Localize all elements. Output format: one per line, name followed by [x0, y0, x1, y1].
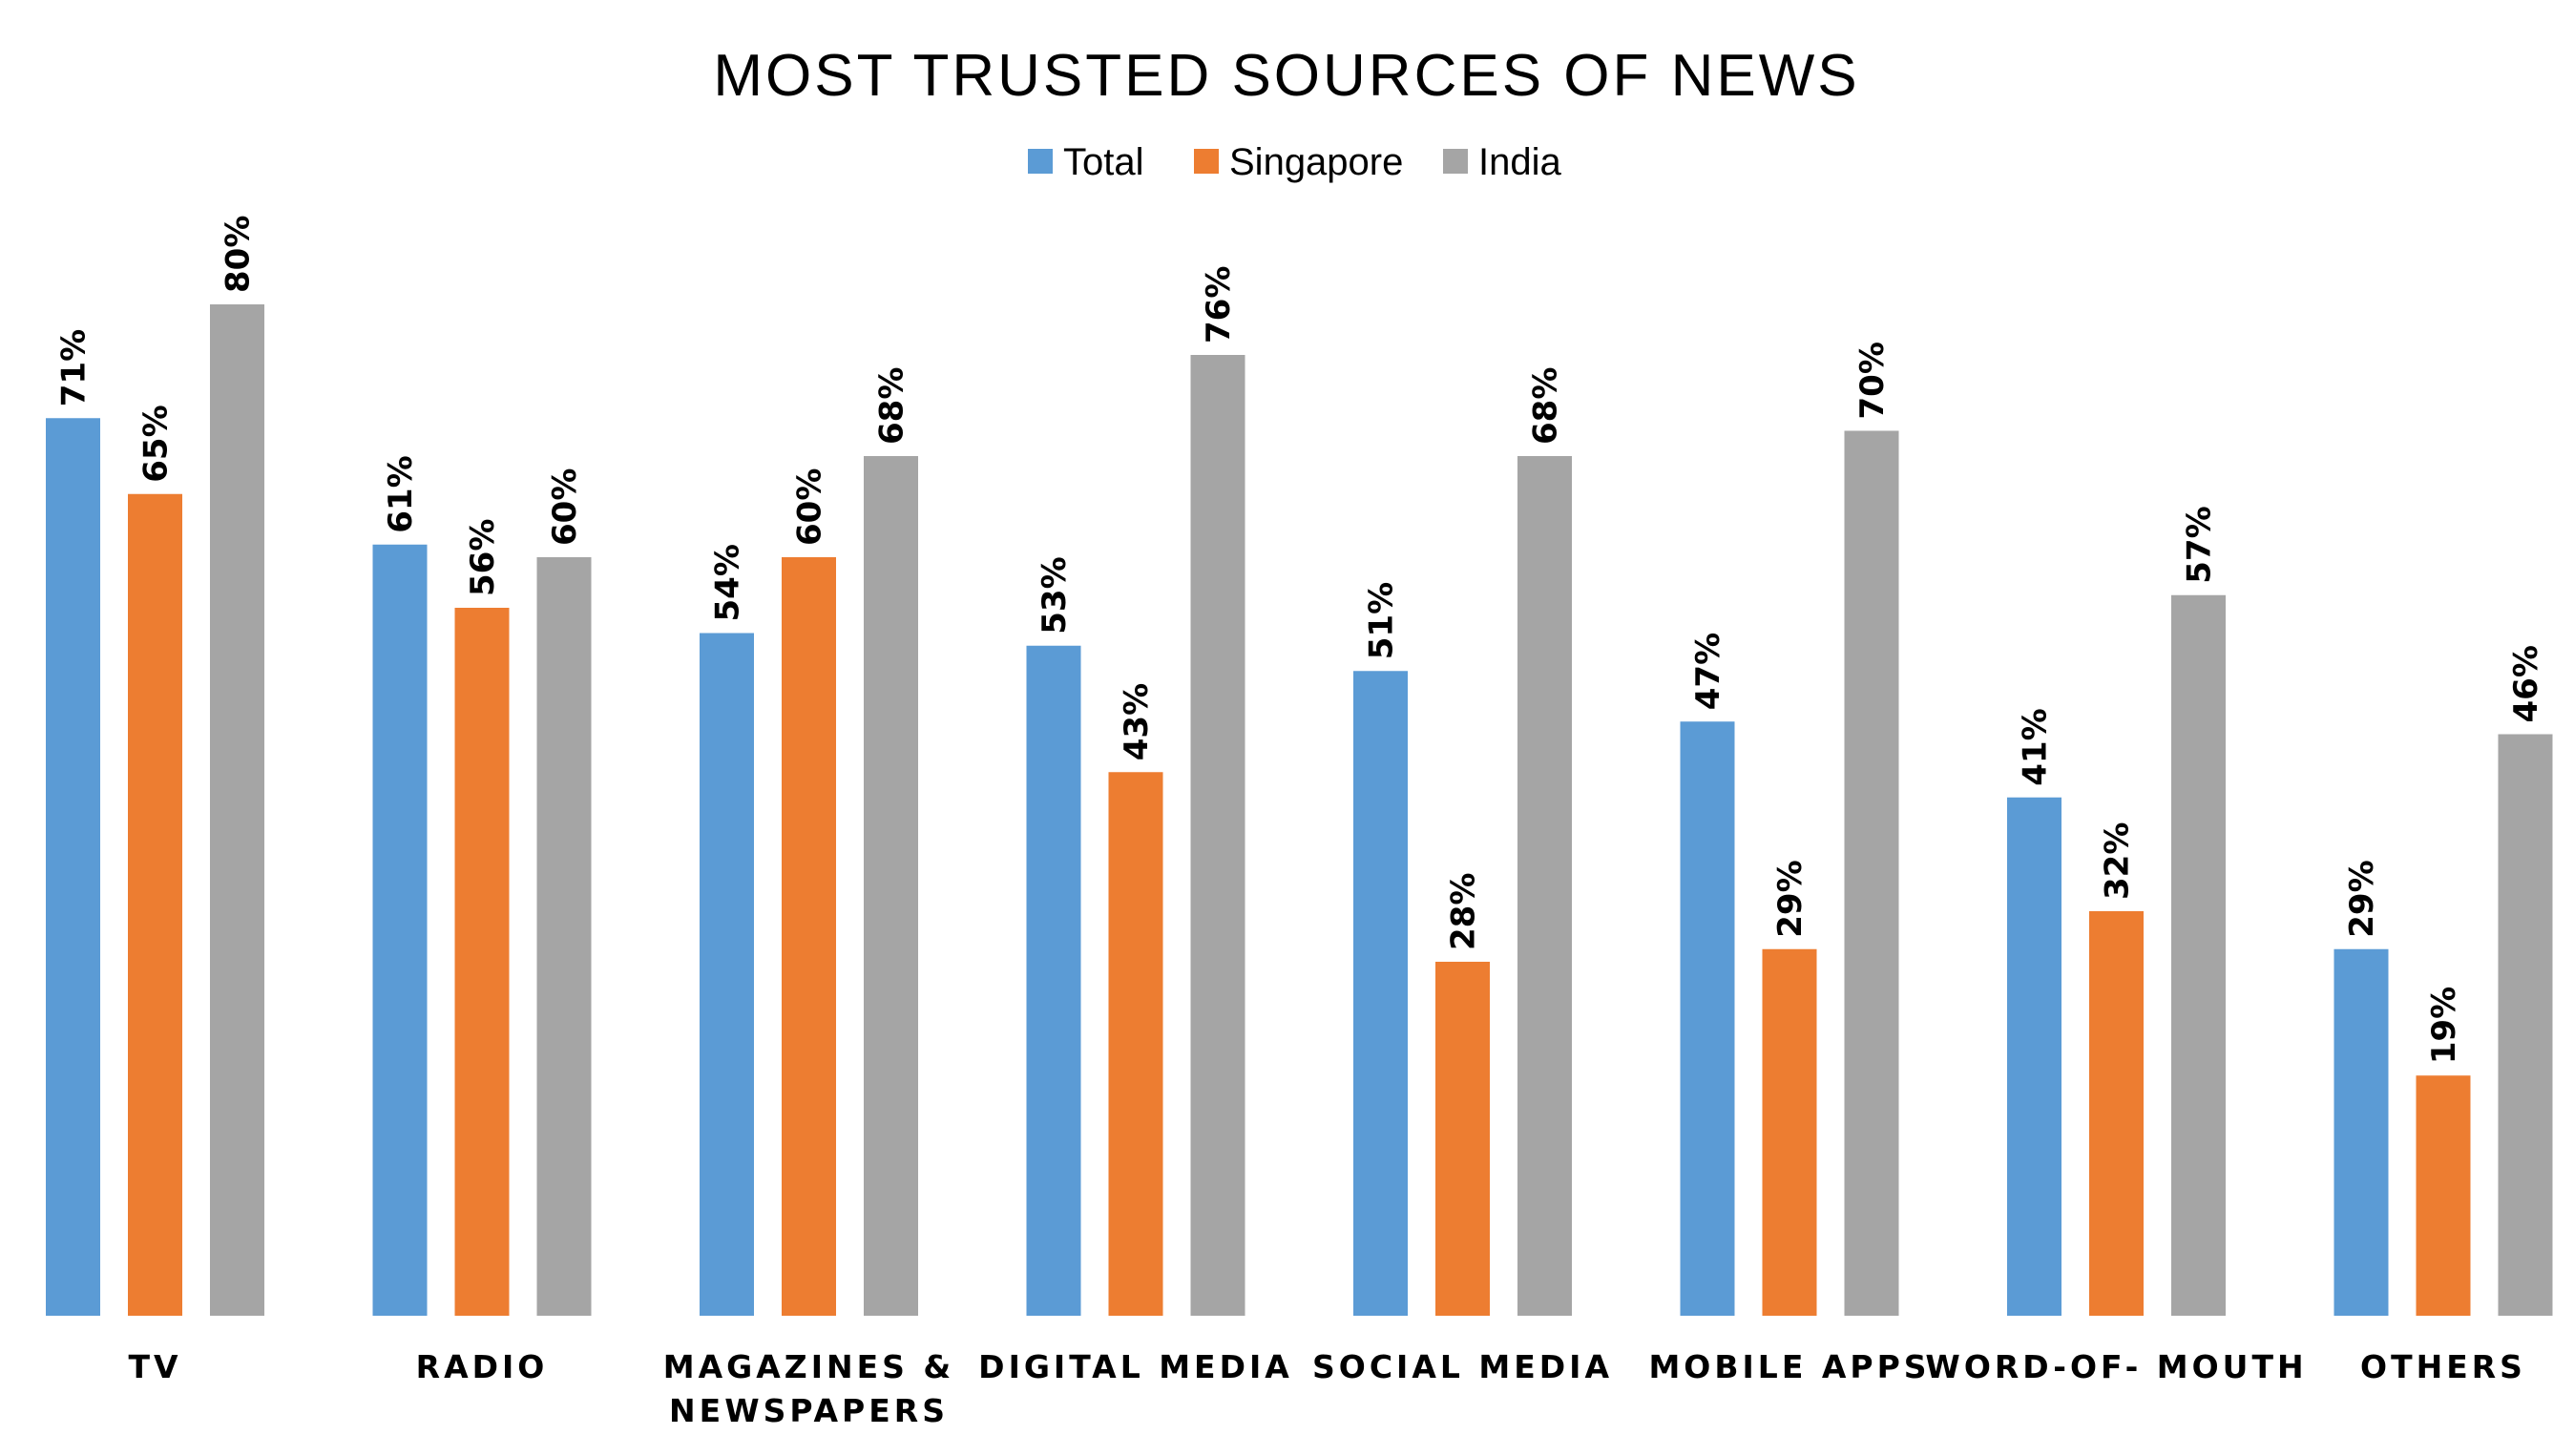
- legend-swatch-total: [1028, 149, 1053, 174]
- legend-label-india: India: [1478, 141, 1561, 183]
- bar-total-6: [2007, 797, 2061, 1316]
- bar-singapore-1: [454, 608, 510, 1316]
- data-label-india-7: 46%: [2507, 645, 2545, 722]
- data-label-india-2: 68%: [873, 367, 911, 445]
- data-label-singapore-4: 28%: [1445, 873, 1483, 950]
- bar-total-0: [46, 418, 100, 1316]
- data-label-singapore-0: 65%: [137, 405, 176, 482]
- data-label-india-5: 70%: [1853, 342, 1892, 419]
- bar-india-3: [1190, 355, 1245, 1316]
- bar-singapore-2: [782, 557, 836, 1316]
- category-label-5: MOBILE APPS: [1648, 1348, 1930, 1385]
- bar-total-3: [1026, 645, 1081, 1316]
- data-label-total-1: 61%: [382, 455, 420, 532]
- data-label-singapore-3: 43%: [1118, 683, 1156, 760]
- data-label-total-6: 41%: [2017, 708, 2055, 785]
- category-label-group: TV RADIO MAGAZINES & NEWSPAPERS DIGITAL MEDI…: [128, 1348, 2526, 1429]
- data-label-india-4: 68%: [1527, 367, 1565, 445]
- bar-india-6: [2171, 594, 2226, 1316]
- bar-total-4: [1353, 671, 1408, 1316]
- chart-legend: Total Singapore India: [1028, 141, 1561, 183]
- data-label-total-4: 51%: [1363, 582, 1401, 659]
- bar-total-7: [2333, 948, 2389, 1316]
- chart-title: MOST TRUSTED SOURCES OF NEWS: [713, 43, 1859, 109]
- legend-label-singapore: Singapore: [1229, 141, 1403, 183]
- category-label-3: DIGITAL MEDIA: [978, 1348, 1293, 1385]
- data-label-india-3: 76%: [1200, 266, 1238, 343]
- data-label-singapore-1: 56%: [464, 519, 502, 596]
- bar-group: [46, 304, 2553, 1316]
- bar-india-2: [864, 456, 918, 1316]
- bar-singapore-4: [1435, 962, 1490, 1316]
- data-label-india-6: 57%: [2181, 506, 2219, 583]
- bar-india-0: [210, 304, 264, 1316]
- category-label-4: SOCIAL MEDIA: [1312, 1348, 1613, 1385]
- bar-total-1: [372, 544, 428, 1316]
- data-label-total-2: 54%: [709, 544, 747, 621]
- category-label-0: TV: [128, 1348, 181, 1385]
- data-label-singapore-2: 60%: [791, 468, 829, 546]
- data-label-total-0: 71%: [55, 329, 94, 406]
- category-label-6: WORD-OF- MOUTH: [1925, 1348, 2307, 1385]
- data-label-india-0: 80%: [220, 216, 258, 293]
- bar-singapore-6: [2089, 911, 2144, 1316]
- data-label-singapore-5: 29%: [1771, 860, 1810, 937]
- bar-total-2: [700, 633, 754, 1316]
- data-label-singapore-7: 19%: [2425, 987, 2463, 1064]
- data-label-total-7: 29%: [2343, 860, 2381, 937]
- bar-singapore-7: [2416, 1075, 2471, 1316]
- bar-india-7: [2498, 734, 2553, 1316]
- data-label-group: 71% 65% 80% 61% 56% 60% 54% 60% 68% 53% 43% 76% 51% 2…: [55, 216, 2546, 1065]
- bar-total-5: [1680, 721, 1735, 1316]
- data-label-india-1: 60%: [546, 468, 584, 546]
- bar-singapore-5: [1762, 948, 1817, 1316]
- bar-india-5: [1844, 430, 1899, 1316]
- data-label-total-3: 53%: [1036, 556, 1074, 634]
- category-label-2-line-0: MAGAZINES &: [663, 1348, 954, 1385]
- bar-singapore-0: [128, 493, 182, 1316]
- data-label-singapore-6: 32%: [2099, 822, 2137, 900]
- category-label-7: OTHERS: [2360, 1348, 2526, 1385]
- bar-india-1: [536, 557, 592, 1316]
- legend-swatch-india: [1443, 149, 1468, 174]
- category-label-2-line-1: NEWSPAPERS: [669, 1392, 949, 1429]
- legend-swatch-singapore: [1194, 149, 1219, 174]
- legend-label-total: Total: [1063, 141, 1144, 183]
- bar-singapore-3: [1108, 772, 1163, 1316]
- bar-india-4: [1517, 456, 1572, 1316]
- data-label-total-5: 47%: [1689, 633, 1727, 710]
- category-label-1: RADIO: [416, 1348, 549, 1385]
